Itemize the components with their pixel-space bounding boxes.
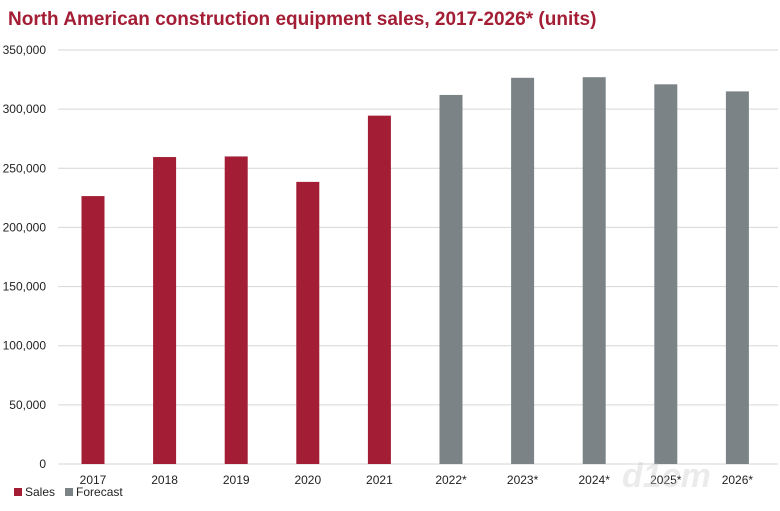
x-tick-label: 2017 <box>80 473 107 487</box>
bar-sales-2017 <box>81 196 105 464</box>
watermark-logo: d1cm <box>622 457 711 495</box>
legend-swatch-forecast <box>65 488 74 496</box>
legend-swatch-sales <box>14 488 22 496</box>
x-tick-label: 2021 <box>366 473 393 487</box>
bar-forecast-2025 <box>654 84 678 464</box>
legend-label-sales: Sales <box>25 485 56 499</box>
bar-sales-2021 <box>367 115 391 465</box>
x-tick-label: 2025* <box>650 473 682 487</box>
chart-title: North American construction equipment sa… <box>8 9 597 30</box>
y-tick-label: 150,000 <box>3 280 47 294</box>
bar-forecast-2023 <box>511 77 535 464</box>
legend: Sales Forecast <box>14 485 123 499</box>
legend-item-forecast: Forecast <box>65 485 123 499</box>
x-tick-label: 2020 <box>294 473 321 487</box>
bars <box>81 77 749 465</box>
bar-forecast-2022 <box>439 94 463 464</box>
bar-sales-2019 <box>224 156 248 464</box>
y-tick-label: 200,000 <box>3 220 47 234</box>
x-tick-label: 2023* <box>507 473 539 487</box>
y-tick-label: 0 <box>39 457 46 471</box>
y-axis-tick-labels: 0 50,000 100,000 150,000 200,000 250,000 300,0… <box>3 43 47 471</box>
x-tick-label: 2024* <box>579 473 611 487</box>
bar-forecast-2024 <box>582 77 606 464</box>
bar-forecast-2026 <box>725 91 749 465</box>
x-tick-label: 2019 <box>223 473 250 487</box>
y-tick-label: 250,000 <box>3 161 47 175</box>
y-tick-label: 350,000 <box>3 43 47 57</box>
y-tick-label: 100,000 <box>3 339 47 353</box>
x-tick-label: 2018 <box>151 473 178 487</box>
bar-sales-2020 <box>296 181 320 465</box>
legend-item-sales: Sales <box>14 485 55 499</box>
y-tick-label: 50,000 <box>9 398 46 412</box>
x-tick-label: 2026* <box>722 473 754 487</box>
svg-text:d1cm: d1cm <box>622 457 711 495</box>
bar-sales-2018 <box>153 157 177 464</box>
legend-label-forecast: Forecast <box>76 485 123 499</box>
x-axis-tick-labels: 2017 2018 2019 2020 2021 2022* 2023* 2024* 2025*… <box>80 473 754 487</box>
y-tick-label: 300,000 <box>3 102 47 116</box>
x-tick-label: 2022* <box>435 473 467 487</box>
